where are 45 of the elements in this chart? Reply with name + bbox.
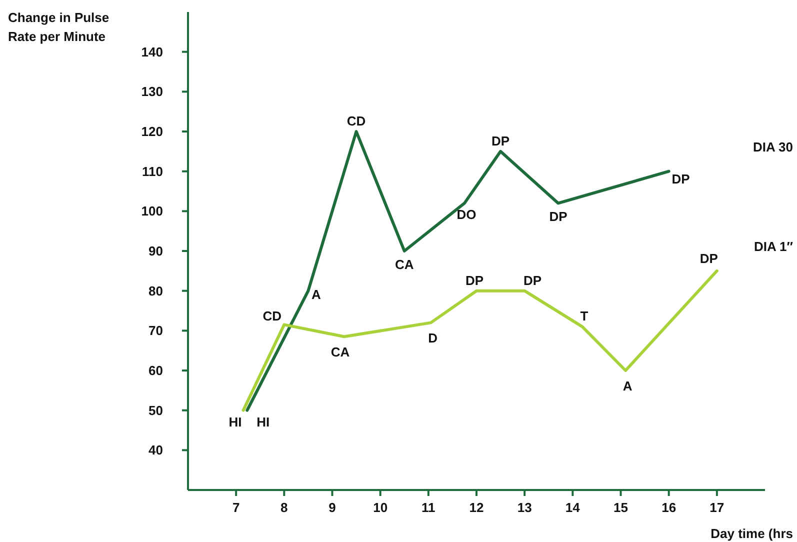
annotation: CA — [394, 257, 414, 272]
y-tick-label: 80 — [148, 283, 163, 298]
text: DIA 30 — [753, 139, 793, 154]
y-tick-label: 100 — [141, 204, 163, 219]
x-tick-label: 8 — [280, 500, 288, 515]
annotation: DP — [700, 250, 718, 266]
annotation: CA — [330, 344, 350, 360]
line-series — [242, 269, 718, 412]
annotation: DP — [549, 209, 568, 224]
x-tick-label: 16 — [662, 500, 676, 515]
annotation: CD — [262, 308, 282, 324]
annotation: HI — [256, 414, 270, 430]
line-series — [246, 130, 670, 412]
text: DIA 1″ — [754, 238, 793, 254]
x-tick-label: 17 — [710, 500, 724, 515]
y-tick-label: 90 — [148, 244, 163, 259]
annotation: DO — [456, 207, 476, 222]
annotation: DP — [492, 133, 510, 148]
y-tick-label: 130 — [141, 84, 163, 100]
annotation: DP — [465, 272, 484, 288]
annotation: D — [428, 330, 438, 346]
y-tick-label: 60 — [148, 363, 163, 378]
y-tick-label: 50 — [148, 402, 163, 418]
y-tick-label: 40 — [148, 442, 163, 458]
x-tick-label: 15 — [614, 500, 628, 515]
y-tick-label: 110 — [142, 164, 163, 179]
x-tick-label: 11 — [422, 500, 436, 515]
x-tick-label: 7 — [232, 500, 240, 515]
x-tick-label: 13 — [517, 500, 532, 515]
annotation: HI — [228, 414, 242, 430]
annotation: A — [622, 378, 633, 394]
y-axis-title: Change in Pulse Rate per Minute — [8, 10, 110, 44]
x-axis-title: Day time (hrs — [710, 526, 793, 541]
y-tick-label: 70 — [148, 323, 163, 338]
annotation: A — [312, 286, 322, 302]
x-tick-label: 14 — [565, 500, 581, 515]
annotation: DP — [524, 272, 542, 288]
y-tick-label: 140 — [141, 44, 163, 60]
x-tick-label: 9 — [328, 500, 336, 515]
annotation: DP — [672, 171, 690, 186]
y-tick-label: 120 — [141, 124, 163, 140]
x-tick-label: 10 — [373, 500, 388, 515]
x-tick-label: 12 — [469, 500, 484, 515]
annotation: T — [580, 308, 588, 324]
annotation: CD — [346, 114, 366, 128]
